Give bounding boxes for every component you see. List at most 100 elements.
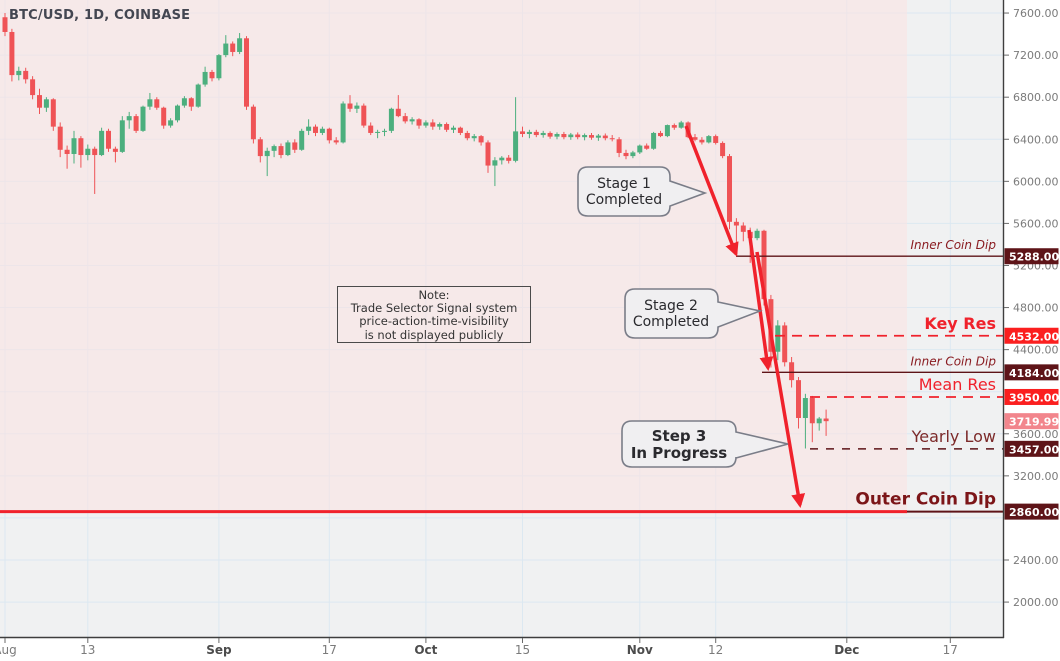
callout-bubble-step3[interactable] xyxy=(621,420,789,468)
price-tick-label: 6000.00 xyxy=(1013,175,1059,188)
candle-body xyxy=(671,125,677,128)
price-tick-label: 6400.00 xyxy=(1013,133,1059,146)
candle-body xyxy=(106,130,111,149)
candle-body xyxy=(651,132,657,149)
candle-body xyxy=(216,55,222,79)
candle-body xyxy=(809,398,815,424)
candle-body xyxy=(382,130,387,132)
candle-body xyxy=(727,156,732,222)
candle-body xyxy=(50,99,56,127)
candle-body xyxy=(230,43,236,52)
trend-arrow[interactable] xyxy=(747,229,774,371)
candle-body xyxy=(16,70,22,76)
candle-body xyxy=(464,132,470,139)
candle-body xyxy=(313,126,318,133)
price-badge-value: 4184.00 xyxy=(1009,367,1059,380)
time-tick-label: 17 xyxy=(943,643,958,657)
price-badge xyxy=(1004,248,1059,265)
callout-annotations[interactable]: Stage 1 Completed Stage 2 Completed Step… xyxy=(577,166,789,468)
candle-body xyxy=(506,157,512,161)
candle-body xyxy=(299,130,305,150)
time-tick-label: Dec xyxy=(834,643,859,657)
note-line: Trade Selector Signal system xyxy=(350,301,518,316)
candle-body xyxy=(444,124,450,130)
candle-body xyxy=(223,43,229,56)
candle-body xyxy=(202,71,208,85)
candle-body xyxy=(57,126,63,150)
callout-bubble-stage1[interactable] xyxy=(577,166,708,217)
candle-body xyxy=(361,105,367,126)
candle-body xyxy=(582,135,588,138)
candle-body xyxy=(540,132,546,136)
callout-step3-line1: Step 3 xyxy=(652,427,707,445)
note-line: is not displayed publicly xyxy=(364,327,504,342)
candle-body xyxy=(637,145,643,153)
candle-body xyxy=(616,139,622,153)
level-label: Mean Res xyxy=(919,375,996,394)
candle-body xyxy=(30,79,36,96)
candle-body xyxy=(802,398,808,419)
price-level-lines[interactable]: Inner Coin Dip Key Res Inner Coin Dip Mean … xyxy=(0,238,1003,514)
candle-body xyxy=(264,150,270,157)
candle-body xyxy=(575,134,581,138)
candle-body xyxy=(23,70,29,80)
candle-body xyxy=(78,138,84,156)
candle-body xyxy=(188,98,194,107)
candle-body xyxy=(699,139,705,143)
candle-body xyxy=(9,31,15,76)
candle-body xyxy=(85,148,91,156)
candle-body xyxy=(492,160,498,166)
trend-arrow[interactable] xyxy=(755,251,806,508)
price-tick-label: 4800.00 xyxy=(1013,302,1059,315)
candle-body xyxy=(471,136,477,139)
candle-body xyxy=(375,131,381,133)
candle-body xyxy=(126,116,132,121)
callout-stage1-line1: Stage 1 xyxy=(597,176,651,192)
candle-body xyxy=(816,418,822,424)
candle-body xyxy=(678,122,684,128)
candle-body xyxy=(706,136,712,143)
candle-body xyxy=(278,146,284,156)
candle-body xyxy=(271,146,277,151)
candle-body xyxy=(457,127,463,133)
level-label: Inner Coin Dip xyxy=(910,354,996,368)
time-tick-label: 13 xyxy=(80,643,95,657)
trend-arrow[interactable] xyxy=(684,125,739,257)
candle-body xyxy=(658,132,663,137)
candle-body xyxy=(161,107,167,126)
trend-arrows[interactable] xyxy=(684,125,806,508)
candle-body xyxy=(478,136,484,143)
symbol-title: BTC/USD, 1D, COINBASE xyxy=(9,8,191,23)
candle-body xyxy=(133,116,139,131)
candle-body xyxy=(409,119,415,122)
candle-body xyxy=(775,325,781,352)
candle-body xyxy=(789,362,795,381)
time-tick-label: Nov xyxy=(627,643,653,657)
candle-body xyxy=(250,106,256,140)
candle-body xyxy=(244,38,249,107)
candle-body xyxy=(181,98,187,106)
candle-body xyxy=(154,99,160,108)
candle-body xyxy=(37,95,42,108)
time-tick-label: 17 xyxy=(322,643,337,657)
time-axis-panel[interactable] xyxy=(0,638,1060,661)
candle-body xyxy=(533,131,539,136)
candle-body xyxy=(395,108,401,117)
note-annotation[interactable]: Note: Trade Selector Signal system price… xyxy=(337,286,531,343)
candle-body xyxy=(761,230,767,300)
candle-body xyxy=(664,125,670,137)
candle-body xyxy=(568,134,574,138)
candle-body xyxy=(306,126,312,131)
level-label: Outer Coin Dip xyxy=(855,490,996,510)
candle-body xyxy=(292,142,298,150)
callout-bubble-stage2[interactable] xyxy=(624,288,763,339)
candle-body xyxy=(713,136,719,143)
candle-body xyxy=(388,108,394,131)
candle-body xyxy=(257,139,263,157)
candle-body xyxy=(823,418,829,422)
candle-body xyxy=(326,128,332,141)
time-tick-label: Oct xyxy=(414,643,437,657)
